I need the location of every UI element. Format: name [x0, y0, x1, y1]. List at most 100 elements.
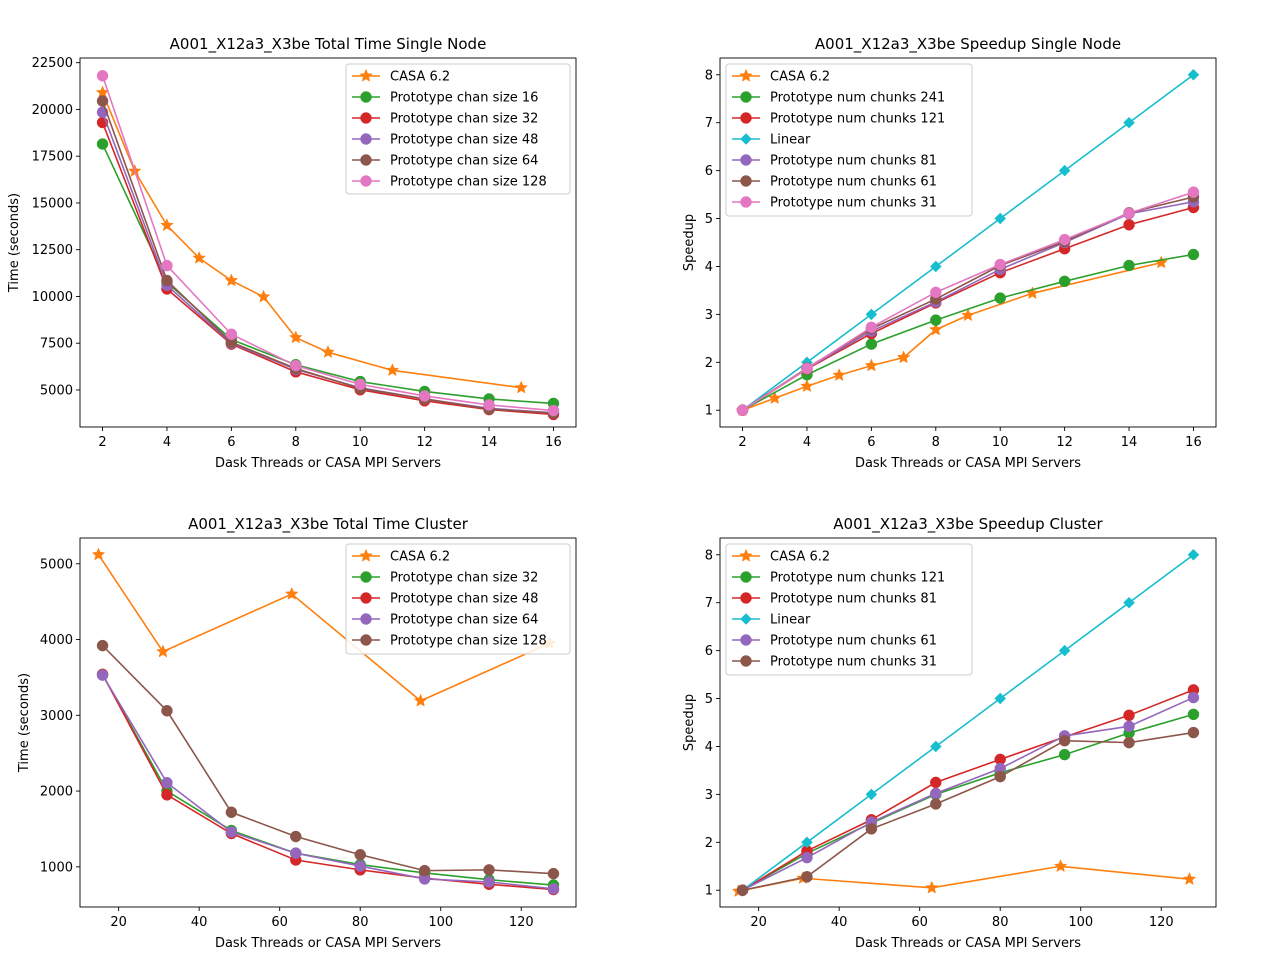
y-tick-label: 15000 [32, 196, 73, 211]
legend-entry: Prototype chan size 32 [352, 112, 538, 127]
legend-entry: Prototype num chunks 61 [732, 634, 937, 649]
circle-marker [161, 259, 173, 272]
x-tick-label: 8 [932, 435, 940, 450]
legend-label: Prototype chan size 48 [390, 592, 538, 607]
circle-marker [360, 634, 372, 646]
y-tick-label: 2000 [40, 785, 73, 800]
legend-entry: Prototype num chunks 31 [732, 196, 937, 211]
legend-entry: Prototype num chunks 121 [732, 571, 945, 586]
circle-marker [740, 91, 752, 103]
diamond-marker [740, 613, 752, 625]
legend-label: CASA 6.2 [770, 70, 830, 85]
legend-label: Linear [770, 613, 811, 628]
star-marker [192, 250, 206, 264]
legend-entry: Prototype chan size 64 [352, 154, 538, 169]
circle-marker [483, 399, 495, 411]
y-tick-label: 7500 [40, 337, 73, 352]
series-6 [96, 70, 560, 417]
star-marker [739, 68, 753, 82]
diamond-marker [1123, 116, 1135, 129]
legend-label: Prototype num chunks 241 [770, 91, 945, 106]
series-group [735, 68, 1200, 417]
star-marker [1182, 872, 1197, 885]
circle-marker [1123, 709, 1135, 722]
x-axis-label: Dask Threads or CASA MPI Servers [855, 936, 1081, 951]
series-group [95, 70, 560, 421]
legend-label: CASA 6.2 [770, 550, 830, 565]
diamond-marker [1123, 596, 1135, 609]
circle-marker [547, 404, 560, 417]
chart-panel-3: A001_X12a3_X3be Total Time Cluster 20 40 60… [17, 515, 577, 951]
circle-marker [740, 175, 752, 187]
series-line [101, 100, 554, 414]
circle-marker [740, 571, 752, 583]
circle-marker [96, 138, 109, 150]
y-tick-label: 22500 [32, 56, 73, 71]
diamond-marker [994, 212, 1007, 225]
star-marker [224, 273, 239, 287]
chart-panel-1: A001_X12a3_X3be Total Time Single Node 2 4… [7, 35, 577, 471]
legend-entry: Prototype num chunks 61 [732, 175, 937, 190]
x-tick-label: 80 [992, 915, 1009, 930]
series-line [742, 689, 1194, 891]
legend-entry: Prototype num chunks 31 [732, 655, 937, 670]
diamond-marker [740, 133, 752, 145]
star-marker [924, 880, 939, 894]
circle-marker [360, 112, 372, 124]
y-tick-label: 1000 [40, 860, 73, 875]
legend-label: Prototype chan size 64 [390, 613, 538, 628]
star-marker [256, 289, 271, 303]
y-tick-label: 6 [705, 164, 713, 179]
legend-label: Prototype num chunks 81 [770, 592, 937, 607]
star-marker [832, 368, 846, 382]
star-marker [91, 547, 106, 561]
legend-entry: Prototype chan size 48 [352, 133, 538, 148]
axes-frame [719, 537, 1217, 908]
circle-marker [740, 112, 752, 124]
circle-marker [360, 91, 372, 103]
legend: CASA 6.2 Prototype num chunks 241 Prototyp… [725, 63, 973, 217]
legend-entry: CASA 6.2 [352, 68, 450, 85]
x-tick-label: 20 [750, 915, 767, 930]
legend-entry: CASA 6.2 [732, 548, 830, 565]
x-tick-label: 16 [545, 435, 562, 450]
series-line [742, 253, 1194, 411]
series-line [742, 696, 1194, 891]
circle-marker [360, 592, 372, 604]
legend: CASA 6.2 Prototype chan size 16 Prototype … [345, 63, 571, 195]
star-marker [961, 308, 975, 322]
circle-marker [418, 864, 431, 877]
series-2 [736, 248, 1200, 416]
series-line [742, 713, 1194, 891]
star-marker [1154, 255, 1169, 269]
circle-marker [930, 798, 942, 810]
x-tick-label: 10 [352, 435, 369, 450]
legend-label: Prototype num chunks 121 [770, 112, 945, 127]
x-tick-label: 100 [428, 915, 453, 930]
diamond-marker [1058, 164, 1071, 177]
circle-marker [161, 776, 173, 789]
circle-marker [354, 848, 366, 861]
legend-label: Prototype num chunks 61 [770, 634, 937, 649]
circle-marker [1123, 259, 1135, 272]
circle-marker [930, 314, 942, 326]
circle-marker [483, 864, 495, 876]
chart-title: A001_X12a3_X3be Total Time Single Node [170, 35, 487, 54]
star-marker [739, 548, 753, 562]
star-marker [800, 379, 814, 393]
legend-label: Prototype chan size 48 [390, 133, 538, 148]
star-marker [321, 345, 335, 358]
y-tick-label: 8 [705, 548, 713, 563]
legend-entry: Linear [732, 613, 811, 628]
legend-entry: Prototype chan size 16 [352, 91, 538, 106]
legend-label: Prototype chan size 128 [390, 634, 547, 649]
legend-entry: Prototype chan size 32 [352, 571, 538, 586]
x-tick-label: 12 [416, 435, 433, 450]
circle-marker [161, 274, 173, 287]
y-tick-label: 20000 [32, 103, 73, 118]
circle-marker [225, 806, 238, 819]
y-axis-label: Speedup [682, 694, 697, 751]
legend-label: Prototype num chunks 31 [770, 196, 937, 211]
circle-marker [994, 292, 1006, 304]
